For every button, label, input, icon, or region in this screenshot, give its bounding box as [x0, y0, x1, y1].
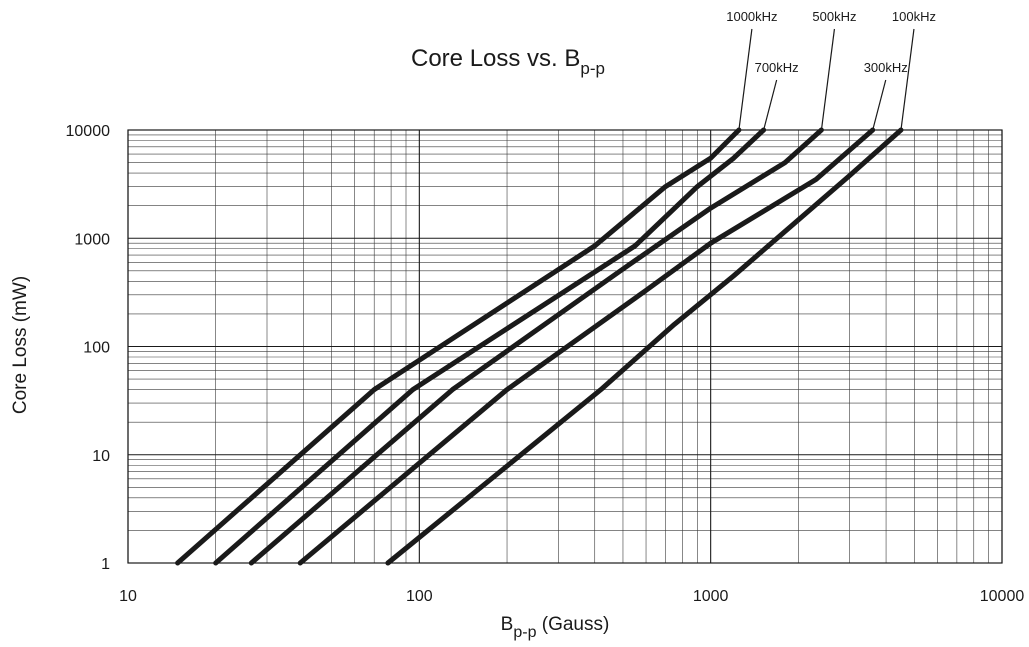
- series-leader-line: [738, 28, 753, 131]
- x-axis-label-suffix: (Gauss): [536, 614, 609, 635]
- chart-title-subscript: p-p: [580, 59, 605, 78]
- x-tick-label: 1000: [693, 588, 729, 605]
- series-layer: 1000kHz 700kHz 500kHz 300kHz 100kHz: [175, 9, 936, 566]
- series-line-300kHz: [297, 127, 876, 566]
- x-axis-label-main: B: [501, 614, 514, 635]
- x-axis-label: Bp-p (Gauss): [501, 614, 610, 641]
- y-axis-label: Core Loss (mW): [10, 276, 31, 414]
- series-label: 1000kHz: [726, 9, 777, 24]
- y-tick-label: 100: [83, 340, 110, 357]
- x-tick-label: 10: [119, 588, 137, 605]
- series-leader-line: [820, 28, 836, 131]
- series-line-1000kHz: [175, 127, 742, 566]
- chart-title: Core Loss vs. Bp-p: [411, 45, 605, 78]
- x-tick-label: 10000: [980, 588, 1025, 605]
- chart-title-main: Core Loss vs. B: [411, 45, 580, 72]
- y-tick-label: 1000: [74, 231, 110, 248]
- series-leader-line: [872, 79, 887, 131]
- y-tick-labels: 1 10 100 1000 10000: [66, 123, 111, 573]
- y-tick-label: 1: [101, 556, 110, 573]
- y-tick-label: 10000: [66, 123, 111, 140]
- series-line-700kHz: [213, 127, 767, 566]
- series-line-100kHz: [385, 127, 904, 566]
- series-leader-line: [763, 79, 778, 131]
- series-label: 300kHz: [864, 60, 908, 75]
- x-axis-label-subscript: p-p: [513, 624, 536, 641]
- series-label: 700kHz: [755, 60, 799, 75]
- plot-frame: [127, 129, 1003, 564]
- series-label: 500kHz: [812, 9, 856, 24]
- series-leader-line: [900, 28, 915, 131]
- y-tick-label: 10: [92, 448, 110, 465]
- series-line-500kHz: [248, 127, 824, 566]
- series-label: 100kHz: [892, 9, 936, 24]
- x-tick-label: 100: [406, 588, 433, 605]
- x-tick-labels: 10 100 1000 10000: [119, 588, 1024, 605]
